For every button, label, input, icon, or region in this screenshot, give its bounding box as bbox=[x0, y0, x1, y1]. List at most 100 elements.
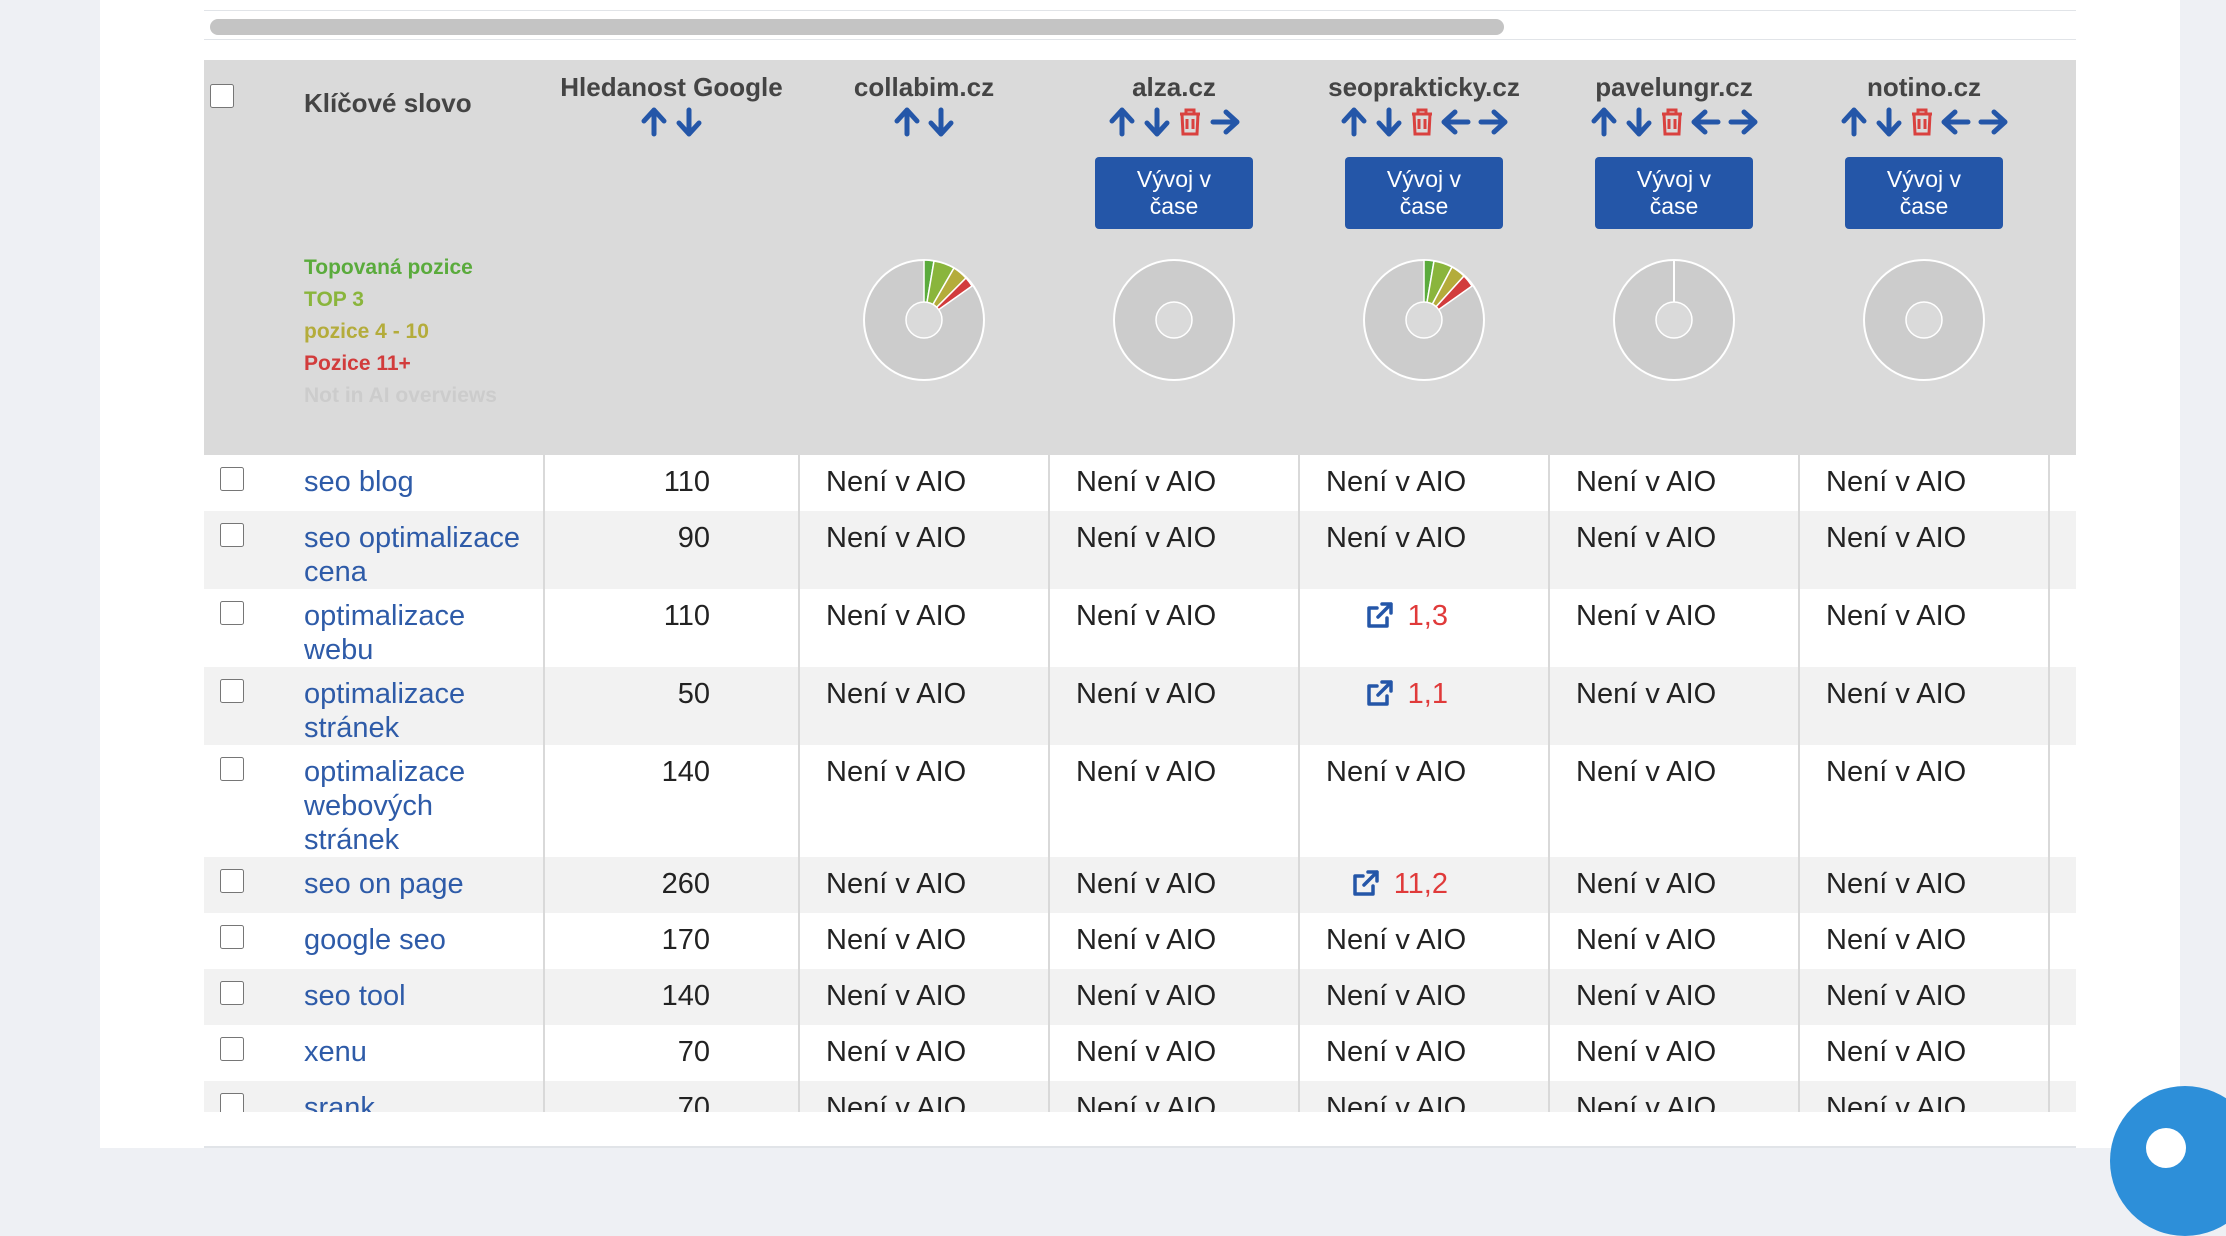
trend-button[interactable]: Vývoj v čase bbox=[1595, 157, 1753, 229]
legend-item: Topovaná pozice bbox=[304, 256, 473, 279]
aio-status-cell: Není v AIO bbox=[1548, 913, 1799, 969]
aio-status-cell: Není v AIO bbox=[1048, 969, 1299, 1025]
keyword-table-wrapper: Klíčové slovo Topovaná pozice TOP 3 pozi… bbox=[204, 60, 2076, 1112]
arrow-right-icon[interactable] bbox=[1728, 107, 1758, 137]
horizontal-scrollbar[interactable] bbox=[204, 10, 2076, 40]
domain-title: seoprakticky.cz bbox=[1328, 72, 1520, 102]
overflow-cell bbox=[2048, 857, 2076, 913]
keyword-cell: srank bbox=[294, 1081, 544, 1112]
arrow-up-icon[interactable] bbox=[1108, 107, 1136, 137]
keyword-link[interactable]: seo on page bbox=[304, 868, 464, 900]
keyword-link[interactable]: seo tool bbox=[304, 980, 406, 1012]
arrow-up-icon[interactable] bbox=[1340, 107, 1368, 137]
overflow-cell bbox=[2048, 745, 2076, 857]
position-pie-chart bbox=[1363, 259, 1485, 381]
keyword-link[interactable]: optimalizace webových stránek bbox=[304, 756, 466, 856]
arrow-down-icon[interactable] bbox=[1625, 107, 1653, 137]
aio-status-cell: Není v AIO bbox=[798, 455, 1049, 511]
keyword-link[interactable]: seo optimalizace cena bbox=[304, 522, 520, 588]
keyword-link[interactable]: optimalizace webu bbox=[304, 600, 466, 666]
scrollbar-thumb[interactable] bbox=[210, 19, 1504, 35]
position-pie-chart bbox=[1863, 259, 1985, 381]
aio-status-cell: Není v AIO bbox=[1298, 913, 1549, 969]
row-checkbox[interactable] bbox=[220, 523, 244, 547]
external-link-icon[interactable] bbox=[1352, 869, 1380, 905]
aio-status-cell: Není v AIO bbox=[1048, 913, 1299, 969]
keyword-link[interactable]: optimalizace stránek bbox=[304, 678, 466, 744]
arrow-down-icon[interactable] bbox=[1875, 107, 1903, 137]
arrow-down-icon[interactable] bbox=[1375, 107, 1403, 137]
keyword-link[interactable]: seo blog bbox=[304, 466, 414, 498]
aio-status-cell: Není v AIO bbox=[1798, 589, 2049, 667]
trash-icon[interactable] bbox=[1177, 107, 1203, 137]
legend-item: TOP 3 bbox=[304, 288, 364, 311]
row-checkbox[interactable] bbox=[220, 1037, 244, 1061]
aio-status-cell: Není v AIO bbox=[1048, 1081, 1299, 1112]
row-select-cell bbox=[204, 589, 294, 667]
trend-button[interactable]: Vývoj v čase bbox=[1095, 157, 1253, 229]
row-checkbox[interactable] bbox=[220, 981, 244, 1005]
row-checkbox[interactable] bbox=[220, 757, 244, 781]
overflow-cell bbox=[2048, 913, 2076, 969]
arrow-down-icon[interactable] bbox=[1143, 107, 1171, 137]
legend-item: Not in AI overviews bbox=[304, 384, 497, 407]
search-volume-cell: 110 bbox=[543, 455, 799, 511]
aio-status-cell: Není v AIO bbox=[1048, 667, 1299, 745]
table-row: srank 70 Není v AIO Není v AIO Není v AIO Nen… bbox=[204, 1081, 2076, 1112]
aio-status-cell: Není v AIO bbox=[1048, 455, 1299, 511]
arrow-up-icon[interactable] bbox=[893, 107, 921, 137]
header-domain-alza: alza.cz Vývoj v čase bbox=[1049, 60, 1299, 455]
footer-divider bbox=[204, 1146, 2076, 1148]
aio-status-cell: Není v AIO bbox=[1798, 511, 2049, 589]
header-select-cell bbox=[204, 60, 294, 455]
aio-status-cell: Není v AIO bbox=[1298, 745, 1549, 857]
trend-button[interactable]: Vývoj v čase bbox=[1845, 157, 2003, 229]
arrow-down-icon[interactable] bbox=[927, 107, 955, 137]
table-row: optimalizace webových stránek 140 Není v A… bbox=[204, 745, 2076, 857]
trash-icon[interactable] bbox=[1909, 107, 1935, 137]
overflow-cell bbox=[2048, 511, 2076, 589]
keyword-link[interactable]: xenu bbox=[304, 1036, 367, 1068]
arrow-right-icon[interactable] bbox=[1478, 107, 1508, 137]
arrow-right-icon[interactable] bbox=[1210, 107, 1240, 137]
aio-status-cell: Není v AIO bbox=[1048, 857, 1299, 913]
select-all-checkbox[interactable] bbox=[210, 84, 234, 108]
row-checkbox[interactable] bbox=[220, 467, 244, 491]
trash-icon[interactable] bbox=[1409, 107, 1435, 137]
position-pie-chart bbox=[863, 259, 985, 381]
row-checkbox[interactable] bbox=[220, 1093, 244, 1112]
overflow-cell bbox=[2048, 455, 2076, 511]
keyword-cell: optimalizace webu bbox=[294, 589, 544, 667]
arrow-up-icon[interactable] bbox=[640, 107, 668, 137]
search-volume-cell: 50 bbox=[543, 667, 799, 745]
row-checkbox[interactable] bbox=[220, 925, 244, 949]
keyword-column-title: Klíčové slovo bbox=[304, 88, 472, 118]
trend-button[interactable]: Vývoj v čase bbox=[1345, 157, 1503, 229]
arrow-up-icon[interactable] bbox=[1840, 107, 1868, 137]
arrow-right-icon[interactable] bbox=[1978, 107, 2008, 137]
keyword-cell: xenu bbox=[294, 1025, 544, 1081]
aio-status-cell: Není v AIO bbox=[1298, 455, 1549, 511]
arrow-left-icon[interactable] bbox=[1941, 107, 1971, 137]
external-link-icon[interactable] bbox=[1366, 679, 1394, 715]
header-keyword-cell: Klíčové slovo Topovaná pozice TOP 3 pozi… bbox=[294, 60, 544, 455]
row-checkbox[interactable] bbox=[220, 601, 244, 625]
arrow-down-icon[interactable] bbox=[675, 107, 703, 137]
aio-status-cell: Není v AIO bbox=[1548, 1025, 1799, 1081]
trash-icon[interactable] bbox=[1659, 107, 1685, 137]
aio-status-cell: Není v AIO bbox=[1798, 1025, 2049, 1081]
aio-status-cell: Není v AIO bbox=[1298, 1081, 1549, 1112]
aio-status-cell: Není v AIO bbox=[798, 969, 1049, 1025]
keyword-link[interactable]: srank bbox=[304, 1092, 375, 1112]
external-link-icon[interactable] bbox=[1366, 601, 1394, 637]
arrow-left-icon[interactable] bbox=[1441, 107, 1471, 137]
keyword-link[interactable]: google seo bbox=[304, 924, 446, 956]
row-select-cell bbox=[204, 511, 294, 589]
overflow-cell bbox=[2048, 969, 2076, 1025]
arrow-left-icon[interactable] bbox=[1691, 107, 1721, 137]
search-volume-cell: 90 bbox=[543, 511, 799, 589]
search-volume-cell: 140 bbox=[543, 745, 799, 857]
arrow-up-icon[interactable] bbox=[1590, 107, 1618, 137]
row-checkbox[interactable] bbox=[220, 869, 244, 893]
row-checkbox[interactable] bbox=[220, 679, 244, 703]
